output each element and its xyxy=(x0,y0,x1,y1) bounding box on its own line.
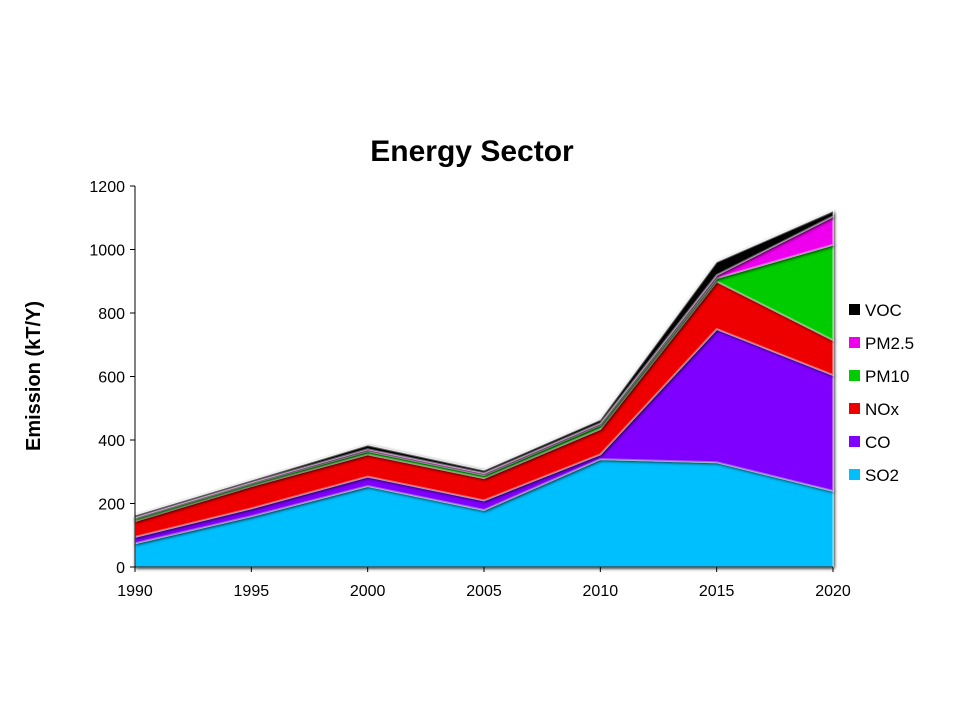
legend-label: NOx xyxy=(865,400,900,419)
x-tick-label: 2005 xyxy=(466,583,502,600)
y-tick-label: 400 xyxy=(98,433,125,450)
x-tick-label: 2010 xyxy=(583,583,619,600)
legend-swatch xyxy=(849,337,860,348)
area-voc xyxy=(134,209,834,519)
y-tick-label: 600 xyxy=(98,370,125,387)
y-axis-label: Emission (kT/Y) xyxy=(23,301,45,451)
legend-label: CO xyxy=(865,433,891,452)
legend-swatch xyxy=(849,304,860,315)
x-tick-label: 1990 xyxy=(117,583,153,600)
x-tick-label: 1995 xyxy=(234,583,270,600)
y-tick-label: 1000 xyxy=(89,243,125,260)
legend: VOC PM2.5 PM10 NOx CO SO2 xyxy=(849,301,914,485)
x-tick-label: 2000 xyxy=(350,583,386,600)
legend-label: VOC xyxy=(865,301,902,320)
legend-swatch xyxy=(849,370,860,381)
y-tick-label: 800 xyxy=(98,306,125,323)
legend-label: SO2 xyxy=(865,466,899,485)
y-tick-label: 0 xyxy=(116,560,125,577)
legend-label: PM2.5 xyxy=(865,334,914,353)
legend-swatch xyxy=(849,436,860,447)
y-tick-label: 200 xyxy=(98,497,125,514)
axes: 0 200 400 600 800 1000 1200 1990 1995 2000 2005 201… xyxy=(89,179,850,600)
legend-swatch xyxy=(849,403,860,414)
legend-swatch xyxy=(849,469,860,480)
plot-area xyxy=(134,209,834,568)
y-tick-label: 1200 xyxy=(89,179,125,196)
x-tick-label: 2020 xyxy=(815,583,851,600)
x-tick-label: 2015 xyxy=(699,583,735,600)
legend-label: PM10 xyxy=(865,367,909,386)
chart-title: Energy Sector xyxy=(370,135,574,168)
